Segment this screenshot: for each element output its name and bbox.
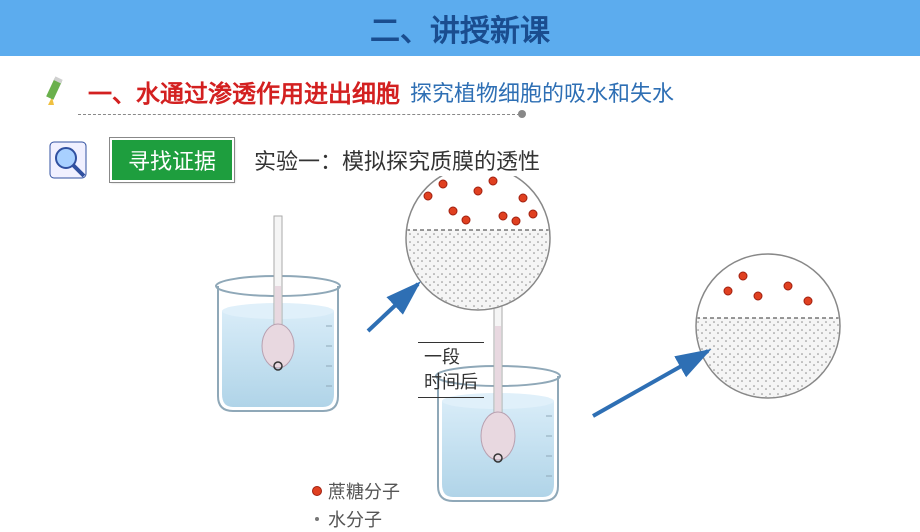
legend-water-label: 水分子 [328, 506, 382, 532]
divider-dot [518, 110, 526, 118]
slide-title-bar: 二、讲授新课 [0, 0, 920, 56]
dotted-divider [78, 114, 520, 115]
experiment-label: 实验一：模拟探究质膜的透性 [254, 144, 540, 176]
slide-content: 一、水通过渗透作用进出细胞 探究植物细胞的吸水和失水 寻找证据 实验一：模拟探究… [0, 56, 920, 518]
arrow-right [593, 351, 708, 416]
pencil-icon [44, 75, 78, 109]
experiment-diagram: 一段 时间后 蔗糖分子 水分子 [48, 176, 872, 516]
magnified-view-left [406, 176, 550, 310]
magnified-view-right [696, 254, 840, 398]
time-label: 一段 时间后 [418, 342, 484, 398]
legend-sucrose: 蔗糖分子 [312, 478, 400, 504]
section-title: 一、水通过渗透作用进出细胞 [88, 74, 400, 109]
beaker-left [216, 216, 340, 411]
badge-label: 寻找证据 [128, 149, 216, 174]
legend-sucrose-label: 蔗糖分子 [328, 478, 400, 504]
legend-water: 水分子 [312, 506, 382, 532]
beaker-right [436, 306, 560, 501]
section-subtitle: 探究植物细胞的吸水和失水 [410, 76, 674, 108]
slide-title: 二、讲授新课 [370, 6, 550, 50]
heading-row: 一、水通过渗透作用进出细胞 探究植物细胞的吸水和失水 [44, 74, 674, 109]
arrow-left [368, 284, 418, 331]
sucrose-dot-icon [312, 486, 322, 496]
